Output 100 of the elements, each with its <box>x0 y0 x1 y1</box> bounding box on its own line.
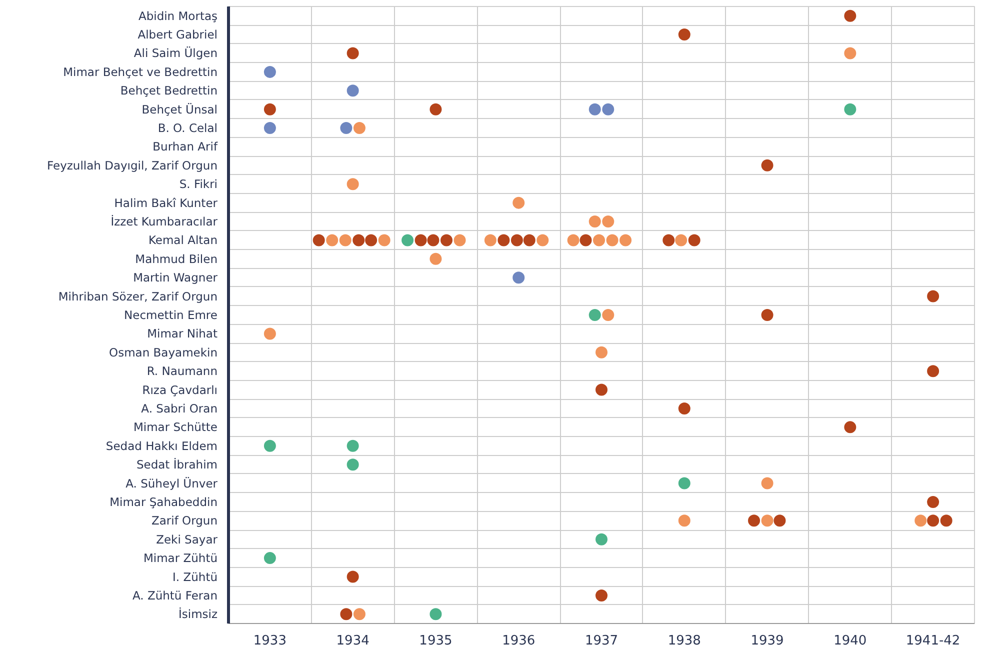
point <box>414 234 427 246</box>
point <box>512 196 525 209</box>
point <box>454 234 466 246</box>
y-tick-label: Halim Bakî Kunter <box>114 196 218 210</box>
point <box>927 496 940 508</box>
y-tick-label: B. O. Celal <box>158 121 218 136</box>
point <box>602 103 614 116</box>
point <box>588 216 601 228</box>
y-tick-label: Mimar Behçet ve Bedrettin <box>63 64 218 79</box>
y-tick-label: Albert Gabriel <box>138 28 218 42</box>
point <box>346 458 359 471</box>
y-tick-label: Behçet Bedrettin <box>120 84 218 98</box>
x-tick-label: 1933 <box>253 634 286 648</box>
point <box>378 234 390 246</box>
point <box>748 514 760 527</box>
point <box>340 122 352 134</box>
y-tick-label: Mimar Schütte <box>133 420 218 434</box>
point <box>312 234 325 246</box>
point <box>761 309 774 321</box>
point <box>602 216 614 228</box>
point <box>510 234 523 246</box>
point <box>620 234 632 246</box>
y-tick-label: Abidin Mortaş <box>138 8 218 23</box>
point <box>606 234 618 246</box>
point <box>774 514 786 527</box>
x-tick-label: 1941-42 <box>906 634 960 648</box>
y-tick-label: Mimar Zühtü <box>143 551 218 566</box>
y-tick-label: Feyzullah Dayıgil, Zarif Orgun <box>47 158 218 172</box>
point <box>353 608 366 620</box>
x-tick-label: 1939 <box>750 634 784 648</box>
y-tick-label: Osman Bayamekin <box>109 345 218 360</box>
point <box>326 234 338 246</box>
point <box>588 103 601 116</box>
point <box>346 84 359 97</box>
point <box>264 552 276 564</box>
point <box>927 365 940 378</box>
y-tick-label: I. Zühtü <box>172 570 218 584</box>
y-tick-label: Mihriban Sözer, Zarif Orgun <box>58 289 218 304</box>
point <box>430 103 442 116</box>
point <box>264 103 276 116</box>
point <box>927 290 940 302</box>
point <box>346 47 359 60</box>
point <box>580 234 592 246</box>
y-tick-label: Rıza Çavdarlı <box>142 382 218 397</box>
point <box>512 272 525 284</box>
point <box>484 234 496 246</box>
point <box>678 28 690 41</box>
y-tick-label: Behçet Ünsal <box>142 102 218 116</box>
point <box>346 570 359 583</box>
y-tick-label: A. Sabri Oran <box>141 401 218 416</box>
point <box>940 514 952 527</box>
y-tick-label: Sedat İbrahim <box>136 458 218 472</box>
x-tick-label: 1938 <box>668 634 701 648</box>
point <box>346 440 359 452</box>
y-tick-label: Martin Wagner <box>133 270 218 285</box>
point <box>844 10 856 22</box>
point <box>352 234 365 246</box>
x-tick-label: 1936 <box>502 634 536 648</box>
y-tick-label: Mimar Şahabeddin <box>110 494 218 509</box>
point <box>844 103 856 116</box>
y-tick-label: Sedad Hakkı Eldem <box>106 438 218 453</box>
y-tick-label: İzzet Kumbaracılar <box>110 214 218 229</box>
point <box>844 421 856 434</box>
point <box>430 608 442 620</box>
point <box>844 47 856 60</box>
point <box>678 477 690 490</box>
y-tick-label: Necmettin Emre <box>124 308 218 322</box>
point <box>688 234 700 246</box>
point <box>264 328 276 340</box>
point <box>596 346 608 358</box>
point <box>761 477 774 490</box>
point <box>761 159 774 172</box>
y-tick-label: İsimsiz <box>178 607 218 622</box>
point <box>567 234 580 246</box>
point <box>596 384 608 396</box>
point <box>593 234 606 246</box>
y-tick-label: S. Fikri <box>179 177 218 192</box>
y-tick-label: A. Zühtü Feran <box>132 588 218 602</box>
point <box>498 234 510 246</box>
point <box>340 608 352 620</box>
point <box>602 309 614 321</box>
point <box>430 252 442 265</box>
y-tick-label: Kemal Altan <box>148 233 218 248</box>
y-tick-label: Burhan Arif <box>152 140 218 154</box>
point <box>596 589 608 602</box>
point <box>761 514 774 527</box>
point <box>440 234 452 246</box>
point <box>264 440 276 452</box>
point <box>264 66 276 78</box>
point <box>339 234 352 246</box>
y-tick-label: Zeki Sayar <box>156 532 218 546</box>
y-tick-label: A. Süheyl Ünver <box>126 476 218 490</box>
point <box>596 533 608 546</box>
point <box>662 234 675 246</box>
point <box>427 234 440 246</box>
point <box>402 234 414 246</box>
point <box>675 234 688 246</box>
point <box>678 514 690 527</box>
point <box>353 122 366 134</box>
x-tick-label: 1935 <box>419 634 452 648</box>
